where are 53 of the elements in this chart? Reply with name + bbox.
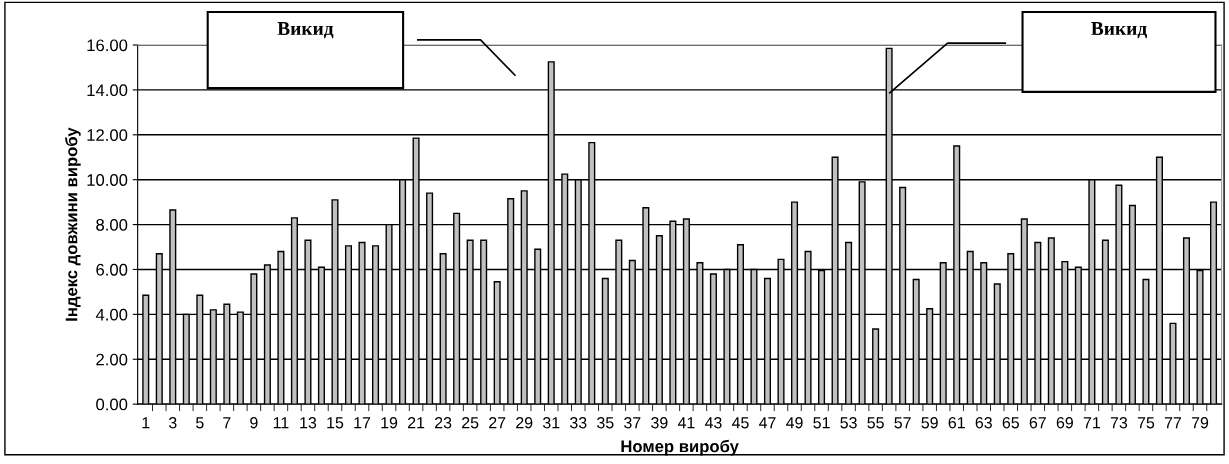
x-tick-label: 59 [921, 417, 938, 429]
x-tick-label: 25 [462, 417, 479, 429]
x-tick-label: 29 [516, 417, 533, 429]
x-tick-label: 77 [1164, 417, 1182, 429]
x-tick-label: 9 [250, 417, 258, 429]
y-tick-label: 2.00 [96, 353, 128, 366]
x-tick-label: 3 [168, 417, 177, 429]
x-tick-label: 73 [1110, 417, 1128, 429]
x-tick-label: 67 [1029, 417, 1046, 429]
x-axis-title: Номер виробу [621, 439, 739, 456]
x-tick-label: 7 [223, 417, 231, 429]
x-tick-label: 43 [704, 417, 722, 429]
y-tick-label: 12.00 [87, 129, 128, 141]
y-axis-title: Індекс довжини виробу [64, 127, 81, 321]
x-tick-label: 53 [840, 417, 857, 429]
x-tick-label: 23 [435, 417, 452, 429]
x-tick-label: 41 [677, 417, 695, 429]
x-tick-label: 11 [273, 417, 289, 429]
x-tick-label: 5 [196, 417, 204, 429]
x-tick-label: 19 [381, 417, 398, 429]
x-tick-label: 35 [597, 417, 614, 429]
y-tick-label: 0.00 [96, 398, 128, 411]
x-tick-label: 37 [624, 417, 641, 429]
x-tick-label: 51 [813, 417, 830, 429]
x-tick-label: 33 [569, 417, 587, 429]
x-tick-label: 63 [975, 417, 992, 429]
y-tick-label: 4.00 [95, 308, 128, 321]
x-tick-label: 27 [489, 417, 506, 429]
x-tick-label: 45 [731, 417, 749, 429]
x-tick-label: 49 [786, 417, 803, 429]
x-tick-label: 13 [300, 417, 317, 429]
x-tick-label: 71 [1083, 417, 1100, 429]
y-tick-label: 16.00 [87, 39, 128, 52]
y-tick-label: 8.00 [96, 218, 128, 231]
x-tick-label: 79 [1191, 417, 1209, 429]
text: Викид [1091, 22, 1147, 39]
x-tick-label: 1 [142, 417, 150, 429]
text: Викид [277, 22, 334, 39]
x-tick-label: 69 [1056, 417, 1073, 429]
y-tick-label: 10.00 [87, 174, 128, 186]
x-tick-label: 15 [327, 417, 344, 429]
x-tick-label: 61 [948, 417, 965, 429]
y-tick-label: 14.00 [87, 84, 128, 97]
x-tick-label: 39 [651, 417, 668, 429]
x-tick-label: 55 [867, 417, 884, 429]
x-tick-label: 21 [408, 417, 425, 429]
x-tick-label: 57 [894, 417, 911, 429]
x-tick-label: 31 [542, 417, 560, 429]
y-tick-label: 6.00 [96, 263, 128, 276]
x-tick-label: 47 [758, 417, 776, 429]
x-tick-label: 75 [1137, 417, 1155, 429]
x-tick-label: 17 [354, 417, 371, 429]
x-tick-label: 65 [1002, 417, 1019, 429]
